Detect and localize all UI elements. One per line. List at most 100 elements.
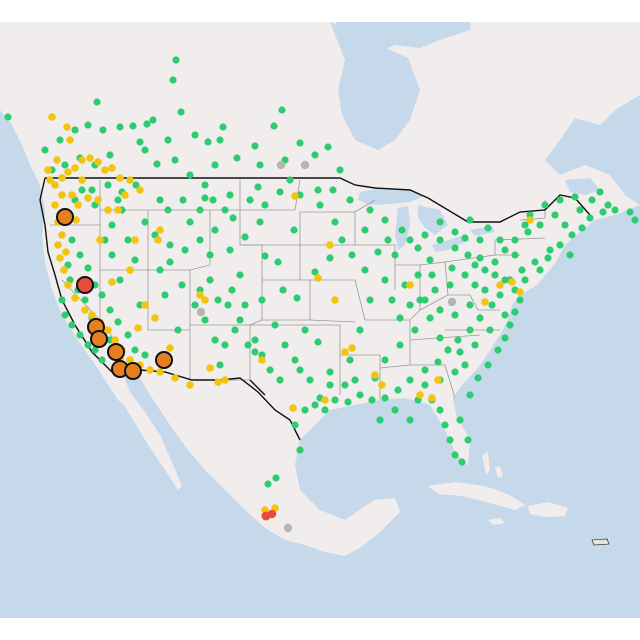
aqi-marker-good[interactable] bbox=[98, 356, 106, 364]
aqi-marker-good[interactable] bbox=[568, 231, 576, 239]
aqi-marker-good[interactable] bbox=[586, 214, 594, 222]
aqi-marker-good[interactable] bbox=[68, 321, 76, 329]
aqi-marker-good[interactable] bbox=[604, 201, 612, 209]
aqi-marker-moderate[interactable] bbox=[134, 324, 142, 332]
aqi-marker-good[interactable] bbox=[599, 208, 607, 216]
aqi-marker-good[interactable] bbox=[314, 186, 322, 194]
aqi-marker-moderate[interactable] bbox=[326, 241, 334, 249]
aqi-marker-good[interactable] bbox=[596, 188, 604, 196]
aqi-marker-good[interactable] bbox=[324, 143, 332, 151]
aqi-marker-good[interactable] bbox=[356, 326, 364, 334]
aqi-marker-good[interactable] bbox=[211, 336, 219, 344]
aqi-marker-good[interactable] bbox=[108, 221, 116, 229]
aqi-marker-good[interactable] bbox=[226, 191, 234, 199]
aqi-marker-good[interactable] bbox=[501, 311, 509, 319]
aqi-marker-good[interactable] bbox=[196, 236, 204, 244]
aqi-marker-moderate[interactable] bbox=[86, 154, 94, 162]
aqi-marker-moderate[interactable] bbox=[406, 281, 414, 289]
aqi-marker-good[interactable] bbox=[131, 256, 139, 264]
aqi-marker-good[interactable] bbox=[214, 296, 222, 304]
aqi-marker-good[interactable] bbox=[209, 196, 217, 204]
aqi-marker-moderate[interactable] bbox=[51, 201, 59, 209]
aqi-marker-good[interactable] bbox=[143, 120, 151, 128]
aqi-marker-good[interactable] bbox=[329, 186, 337, 194]
aqi-marker-good[interactable] bbox=[471, 341, 479, 349]
aqi-marker-good[interactable] bbox=[536, 221, 544, 229]
aqi-marker-good[interactable] bbox=[381, 394, 389, 402]
aqi-marker-moderate[interactable] bbox=[94, 158, 102, 166]
aqi-marker-good[interactable] bbox=[491, 271, 499, 279]
aqi-marker-moderate[interactable] bbox=[60, 266, 68, 274]
aqi-marker-good[interactable] bbox=[276, 376, 284, 384]
aqi-marker-moderate[interactable] bbox=[46, 176, 54, 184]
aqi-marker-good[interactable] bbox=[301, 406, 309, 414]
aqi-marker-moderate[interactable] bbox=[114, 206, 122, 214]
aqi-marker-moderate[interactable] bbox=[84, 194, 92, 202]
aqi-marker-good[interactable] bbox=[451, 228, 459, 236]
aqi-marker-moderate[interactable] bbox=[221, 376, 229, 384]
aqi-marker-good[interactable] bbox=[431, 286, 439, 294]
aqi-marker-moderate[interactable] bbox=[341, 348, 349, 356]
aqi-marker-moderate[interactable] bbox=[151, 314, 159, 322]
aqi-marker-unhealthy-sensitive[interactable] bbox=[107, 343, 125, 361]
aqi-marker-good[interactable] bbox=[511, 251, 519, 259]
aqi-marker-good[interactable] bbox=[441, 421, 449, 429]
aqi-marker-moderate[interactable] bbox=[48, 113, 56, 121]
aqi-marker-moderate[interactable] bbox=[71, 164, 79, 172]
aqi-marker-good[interactable] bbox=[464, 436, 472, 444]
aqi-marker-good[interactable] bbox=[316, 201, 324, 209]
aqi-marker-good[interactable] bbox=[41, 146, 49, 154]
aqi-marker-good[interactable] bbox=[576, 206, 584, 214]
aqi-marker-good[interactable] bbox=[272, 474, 280, 482]
aqi-marker-good[interactable] bbox=[356, 391, 364, 399]
aqi-marker-moderate[interactable] bbox=[526, 216, 534, 224]
aqi-marker-good[interactable] bbox=[116, 123, 124, 131]
aqi-marker-moderate[interactable] bbox=[104, 326, 112, 334]
aqi-marker-good[interactable] bbox=[166, 258, 174, 266]
aqi-marker-good[interactable] bbox=[331, 396, 339, 404]
aqi-marker-good[interactable] bbox=[456, 416, 464, 424]
aqi-marker-no-data[interactable] bbox=[283, 523, 293, 533]
aqi-marker-moderate[interactable] bbox=[64, 168, 72, 176]
aqi-marker-moderate[interactable] bbox=[63, 123, 71, 131]
aqi-marker-good[interactable] bbox=[116, 276, 124, 284]
aqi-marker-moderate[interactable] bbox=[88, 311, 96, 319]
aqi-marker-good[interactable] bbox=[153, 160, 161, 168]
aqi-marker-good[interactable] bbox=[231, 326, 239, 334]
aqi-marker-good[interactable] bbox=[426, 256, 434, 264]
aqi-marker-good[interactable] bbox=[156, 266, 164, 274]
aqi-marker-moderate[interactable] bbox=[74, 201, 82, 209]
aqi-marker-good[interactable] bbox=[481, 286, 489, 294]
aqi-marker-good[interactable] bbox=[428, 271, 436, 279]
aqi-marker-moderate[interactable] bbox=[68, 191, 76, 199]
aqi-marker-good[interactable] bbox=[296, 139, 304, 147]
aqi-marker-good[interactable] bbox=[132, 181, 140, 189]
aqi-marker-moderate[interactable] bbox=[104, 206, 112, 214]
aqi-marker-good[interactable] bbox=[611, 206, 619, 214]
aqi-marker-moderate[interactable] bbox=[108, 278, 116, 286]
aqi-marker-good[interactable] bbox=[314, 338, 322, 346]
aqi-marker-good[interactable] bbox=[266, 366, 274, 374]
aqi-marker-good[interactable] bbox=[456, 348, 464, 356]
aqi-marker-good[interactable] bbox=[376, 416, 384, 424]
aqi-marker-no-data[interactable] bbox=[447, 297, 457, 307]
aqi-marker-good[interactable] bbox=[76, 251, 84, 259]
air-quality-map[interactable] bbox=[0, 22, 640, 618]
aqi-marker-no-data[interactable] bbox=[276, 160, 286, 170]
aqi-marker-good[interactable] bbox=[366, 206, 374, 214]
aqi-marker-good[interactable] bbox=[296, 366, 304, 374]
aqi-marker-good[interactable] bbox=[104, 181, 112, 189]
aqi-marker-moderate[interactable] bbox=[44, 166, 52, 174]
aqi-marker-moderate[interactable] bbox=[416, 391, 424, 399]
aqi-marker-moderate[interactable] bbox=[126, 176, 134, 184]
aqi-marker-good[interactable] bbox=[421, 296, 429, 304]
aqi-marker-good[interactable] bbox=[501, 276, 509, 284]
aqi-marker-moderate[interactable] bbox=[171, 374, 179, 382]
aqi-marker-good[interactable] bbox=[84, 264, 92, 272]
aqi-marker-good[interactable] bbox=[484, 224, 492, 232]
aqi-marker-good[interactable] bbox=[346, 196, 354, 204]
aqi-marker-good[interactable] bbox=[290, 226, 298, 234]
aqi-marker-good[interactable] bbox=[179, 196, 187, 204]
aqi-marker-good[interactable] bbox=[398, 226, 406, 234]
aqi-marker-unhealthy-sensitive[interactable] bbox=[155, 351, 173, 369]
